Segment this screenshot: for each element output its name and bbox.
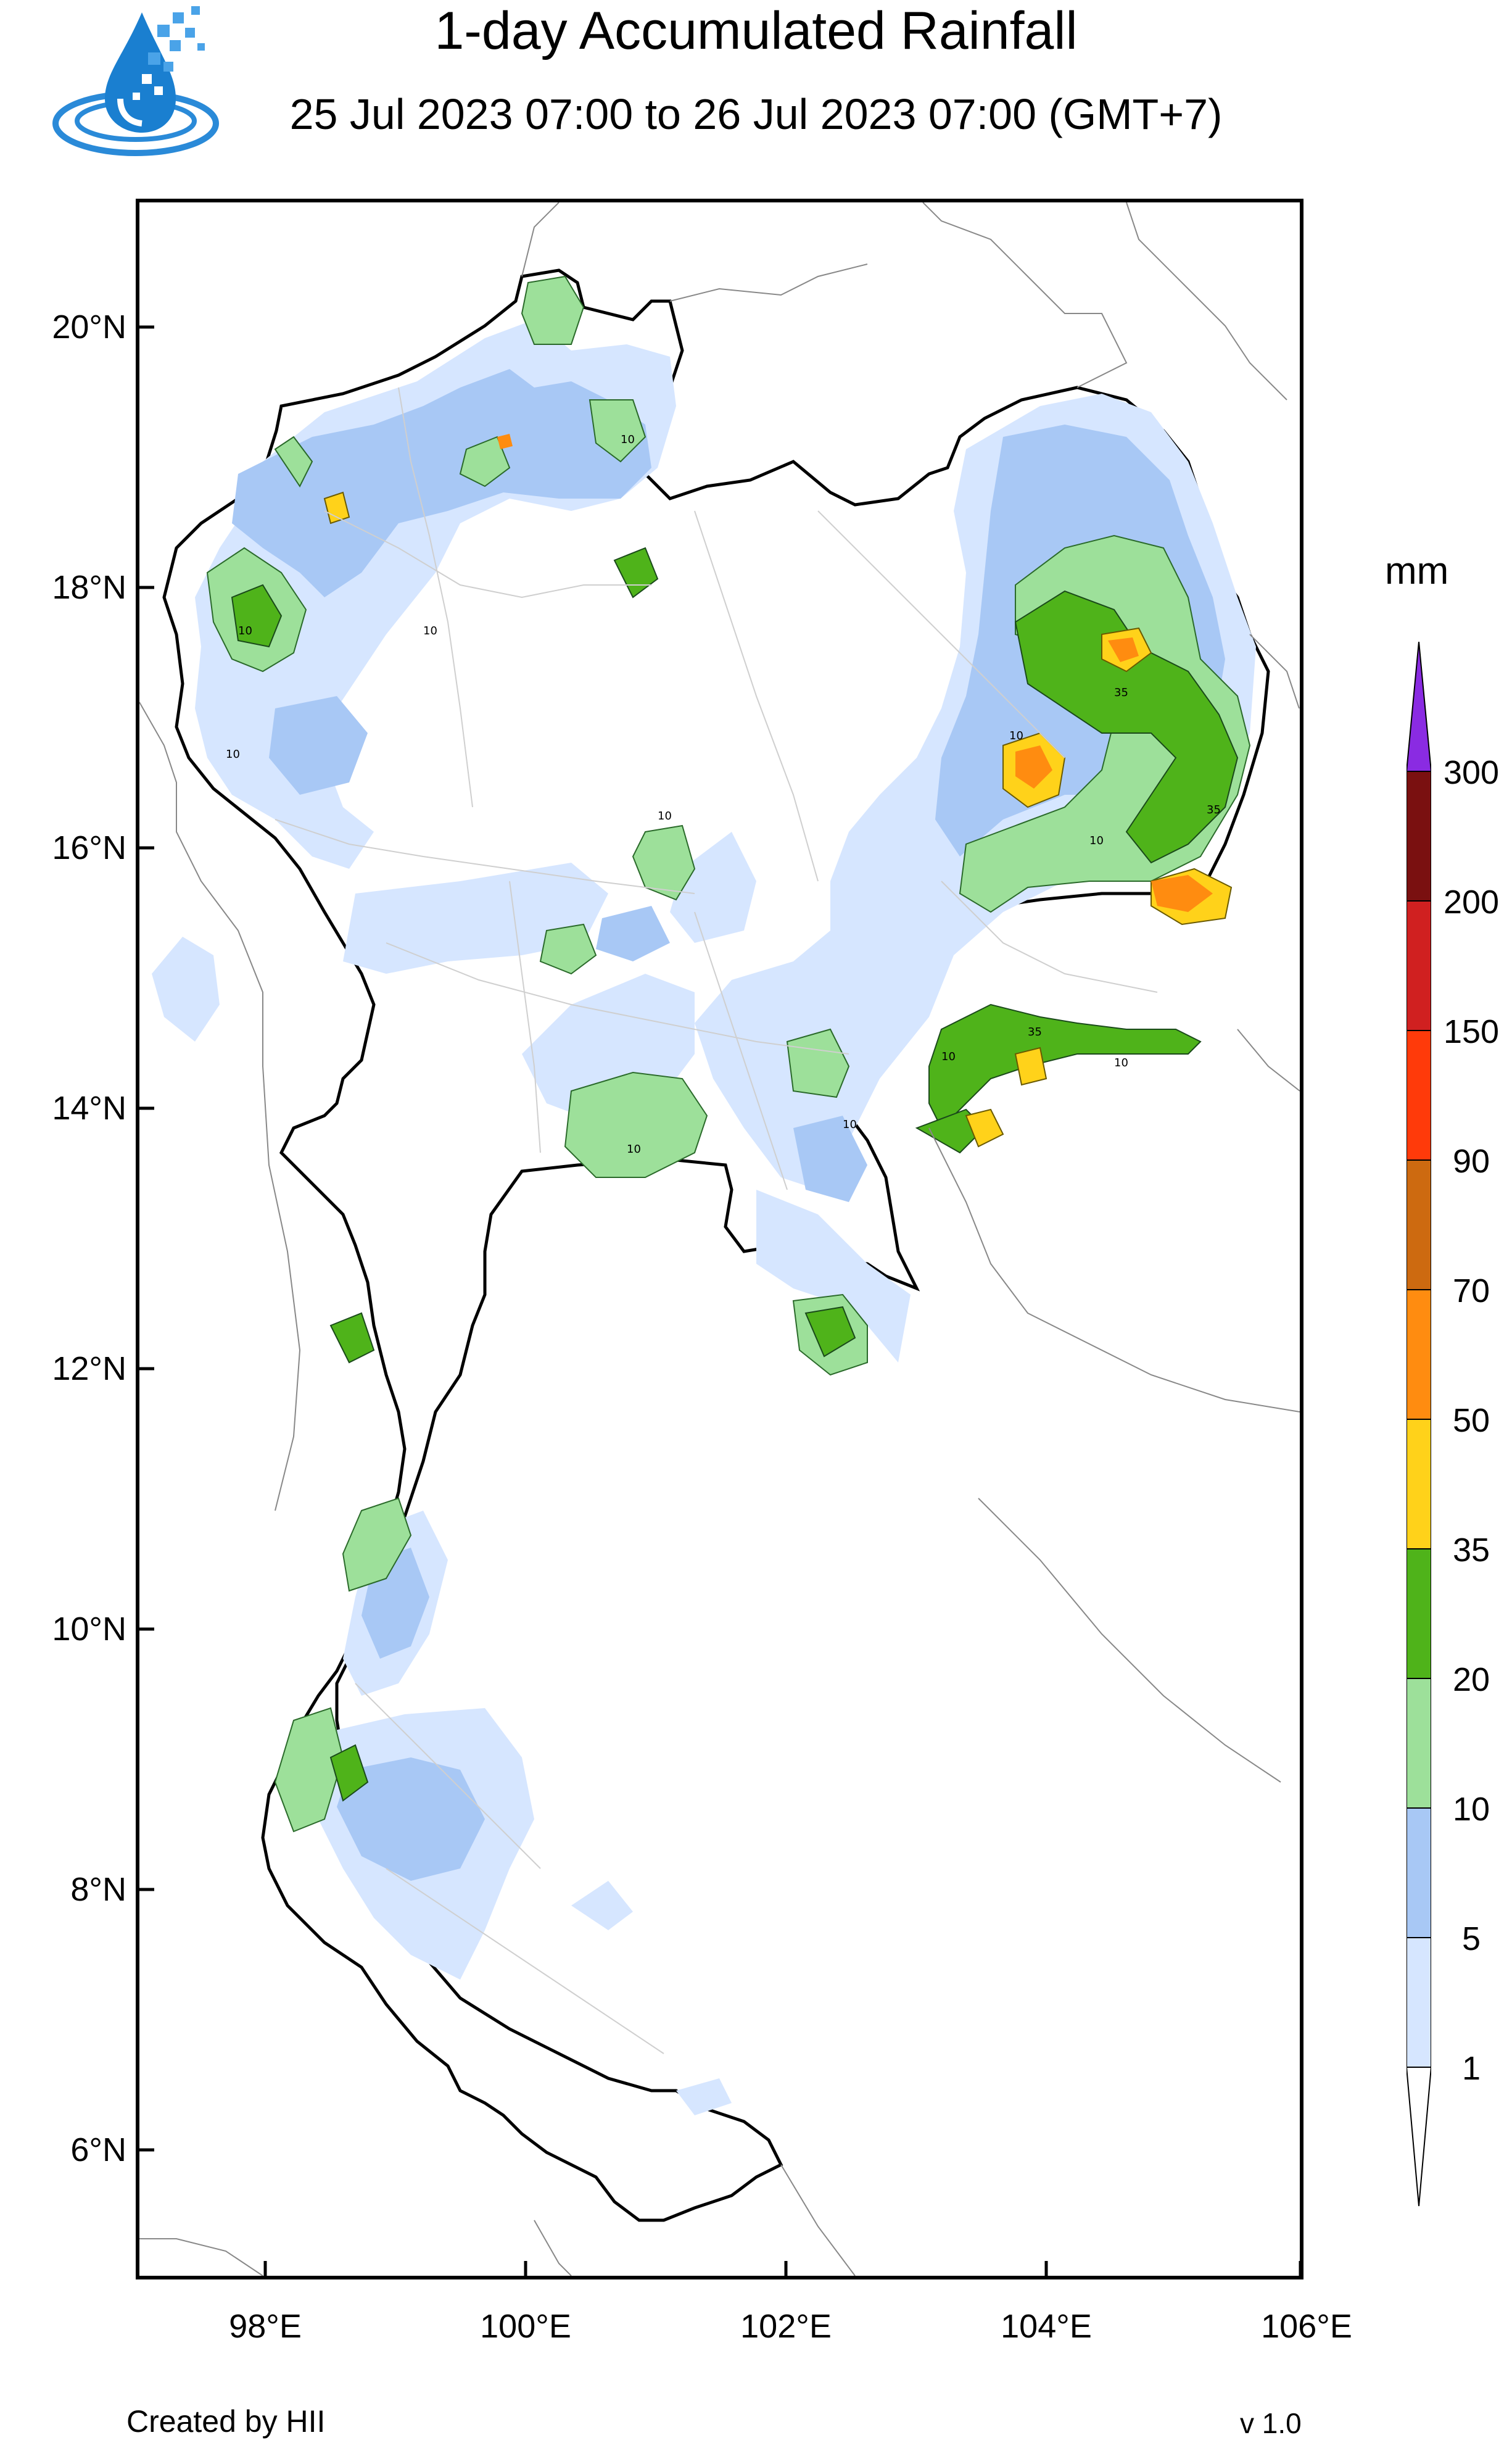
contour-label: 35 (1114, 686, 1128, 699)
colorbar-swatch-35-50 (1407, 1419, 1431, 1549)
colorbar-label-300: 300 (1443, 754, 1500, 791)
colorbar-label-200: 200 (1443, 884, 1500, 921)
colorbar-label-1: 1 (1461, 2050, 1481, 2087)
colorbar-label-90: 90 (1452, 1143, 1490, 1180)
colorbar-swatch-below-1 (1407, 2067, 1431, 2207)
lon-label-104: 104°E (1001, 2308, 1092, 2345)
colorbar-swatch-90-150 (1407, 1030, 1431, 1161)
lon-label-106: 106°E (1261, 2308, 1352, 2345)
contour-label: 10 (1089, 834, 1104, 847)
contour-label: 10 (226, 748, 240, 761)
contour-label: 10 (423, 624, 437, 637)
lat-label-14: 14°N (52, 1090, 126, 1127)
lat-label-10: 10°N (52, 1611, 126, 1648)
lat-label-18: 18°N (52, 569, 126, 606)
credit-text: Created by HII (126, 2404, 326, 2439)
colorbar-swatch-200-300 (1407, 771, 1431, 902)
colorbar-swatch-1-5 (1407, 1937, 1431, 2068)
colorbar-swatch-5-10 (1407, 1807, 1431, 1938)
colorbar (1407, 642, 1431, 2207)
lon-label-102: 102°E (740, 2308, 832, 2345)
rain-50-70mm (497, 434, 1213, 912)
contour-label: 10 (621, 433, 635, 446)
colorbar-label-70: 70 (1452, 1272, 1490, 1309)
lat-label-12: 12°N (52, 1350, 126, 1387)
version-text: v 1.0 (1240, 2407, 1302, 2439)
contour-label: 10 (238, 624, 252, 637)
lat-label-16: 16°N (52, 829, 126, 866)
map-title: 1-day Accumulated Rainfall (434, 1, 1078, 60)
lat-label-8: 8°N (70, 1871, 126, 1908)
neighbour-borders (139, 202, 1300, 2276)
province-borders (275, 387, 1158, 2054)
lat-label-20: 20°N (52, 309, 126, 346)
colorbar-swatch-50-70 (1407, 1289, 1431, 1420)
contour-label: 10 (1114, 1056, 1128, 1069)
contour-label: 10 (941, 1050, 956, 1063)
rain-20-35mm (231, 547, 1239, 1802)
colorbar-swatch-10-20 (1407, 1678, 1431, 1809)
contour-label: 10 (627, 1143, 641, 1156)
colorbar-label-10: 10 (1452, 1791, 1490, 1828)
colorbar-label-50: 50 (1452, 1402, 1490, 1439)
hii-logo (52, 6, 219, 156)
colorbar-swatch-70-90 (1407, 1159, 1431, 1290)
map-subtitle: 25 Jul 2023 07:00 to 26 Jul 2023 07:00 (… (289, 90, 1223, 138)
lon-label-98: 98°E (229, 2308, 302, 2345)
colorbar-unit: mm (1385, 550, 1449, 592)
colorbar-label-35: 35 (1452, 1532, 1490, 1569)
rainfall-map-svg: 10 35 10 35 10 10 35 10 10 10 10 10 10 1… (139, 202, 1300, 2276)
contour-label: 35 (1207, 803, 1221, 816)
lon-label-100: 100°E (480, 2308, 571, 2345)
rainfall-map: 10 35 10 35 10 10 35 10 10 10 10 10 10 1… (136, 199, 1303, 2279)
colorbar-label-20: 20 (1452, 1661, 1490, 1698)
lat-label-6: 6°N (70, 2131, 126, 2168)
colorbar-label-150: 150 (1443, 1013, 1500, 1050)
colorbar-swatch-above-300 (1407, 642, 1431, 772)
colorbar-swatch-20-35 (1407, 1548, 1431, 1679)
colorbar-swatch-150-200 (1407, 900, 1431, 1031)
contour-label: 10 (843, 1118, 857, 1131)
contour-labels: 10 35 10 35 10 10 35 10 10 10 10 10 10 1… (226, 433, 1221, 1156)
contour-label: 10 (1009, 729, 1023, 742)
colorbar-label-5: 5 (1461, 1920, 1481, 1957)
contour-label: 35 (1028, 1026, 1042, 1039)
contour-label: 10 (658, 810, 672, 823)
